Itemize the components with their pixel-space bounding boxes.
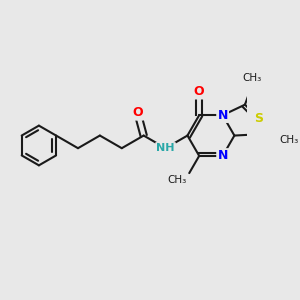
Text: NH: NH — [156, 143, 175, 153]
Text: S: S — [254, 112, 263, 125]
Text: O: O — [194, 85, 205, 98]
Text: CH₃: CH₃ — [242, 73, 261, 83]
Text: CH₃: CH₃ — [167, 175, 187, 185]
Text: N: N — [218, 149, 228, 162]
Text: O: O — [132, 106, 143, 119]
Text: CH₃: CH₃ — [280, 134, 299, 145]
Text: N: N — [218, 109, 228, 122]
